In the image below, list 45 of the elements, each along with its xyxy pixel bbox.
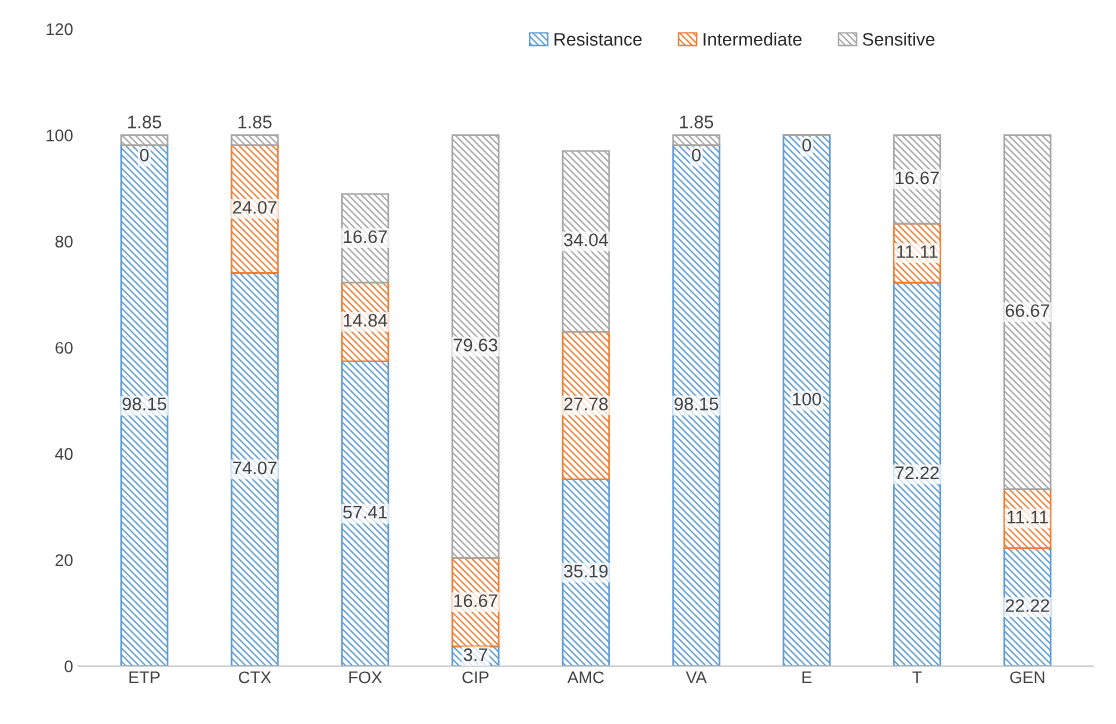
y-tick-label: 120 [46, 23, 73, 36]
x-tick-label: VA [685, 671, 707, 684]
data-label: 22.22 [1005, 599, 1050, 612]
y-tick-label: 100 [46, 129, 73, 142]
data-label: 34.04 [564, 233, 608, 247]
y-tick-label: 40 [55, 448, 73, 460]
data-label: 74.07 [233, 461, 277, 475]
x-tick-label: CIP [462, 671, 489, 684]
data-label: 16.67 [454, 594, 498, 608]
legend-label: Intermediate [703, 32, 802, 46]
data-label: 1.85 [680, 115, 714, 129]
x-tick-label: FOX [349, 671, 382, 684]
data-label: 57.41 [343, 505, 387, 519]
data-label: 72.22 [895, 466, 939, 480]
data-label: 11.11 [897, 245, 938, 258]
data-label: 3.7 [463, 648, 488, 662]
data-label: 24.07 [233, 200, 277, 214]
data-label: 35.19 [564, 564, 608, 578]
data-label: 0 [802, 138, 811, 152]
y-tick-label: 0 [64, 660, 73, 673]
y-tick-label: 60 [55, 341, 73, 354]
data-label: 79.63 [453, 338, 498, 352]
data-label: 66.67 [1005, 304, 1050, 317]
data-label: 16.67 [895, 171, 939, 185]
data-label: 0 [140, 148, 149, 162]
x-tick-label: AMC [567, 671, 604, 684]
data-label: 0 [691, 148, 701, 162]
x-tick-label: GEN [1010, 671, 1045, 684]
x-tick-label: T [912, 671, 922, 684]
x-tick-label: E [802, 671, 812, 684]
data-label: 27.78 [564, 397, 608, 411]
data-label: 1.85 [238, 115, 272, 129]
data-label: 1.85 [128, 115, 162, 129]
data-label: 98.15 [674, 397, 719, 411]
data-label: 16.67 [343, 230, 387, 244]
data-label: 98.15 [122, 397, 167, 411]
y-tick-label: 80 [55, 235, 73, 248]
data-label: 11.11 [1007, 510, 1048, 524]
y-tick-label: 20 [55, 554, 73, 567]
x-tick-label: ETP [129, 671, 160, 684]
legend-label: Sensitive [862, 32, 935, 46]
legend-label: Resistance [554, 32, 642, 46]
x-tick-label: CTX [238, 671, 272, 684]
data-label: 14.84 [343, 313, 388, 327]
data-label: 100 [792, 392, 822, 406]
